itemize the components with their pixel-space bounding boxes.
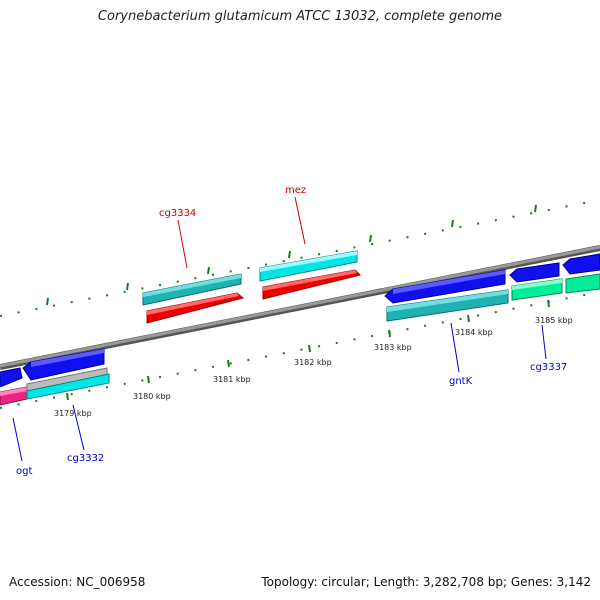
tick-label-3185: 3185 kbp [535,316,573,325]
feature-cg3337-cds[interactable] [511,278,563,301]
tick-label-3181: 3181 kbp [213,375,251,384]
gene-labels: cg3334 mez ogt cg3332 gntK cg3337 [16,185,567,477]
tick-mark [46,297,49,306]
feature-mez-gene[interactable] [262,269,361,300]
feature-ogt-cds[interactable] [0,386,28,406]
leader-cg3337 [541,324,547,360]
tick-label-3182: 3182 kbp [294,358,332,367]
tick-mark [308,344,311,353]
tick-label-3183: 3183 kbp [374,343,412,352]
upper-dash-track [0,199,600,317]
label-leaders-forward [177,196,306,269]
feature-cg3332-cds[interactable] [26,373,110,400]
tick-label-3180: 3180 kbp [133,392,171,401]
feature-cg3332-gene[interactable] [22,348,105,381]
feature-gntK-cds[interactable] [386,289,509,322]
feature-cg3334-gene[interactable] [146,292,245,324]
map-title: Corynebacterium glutamicum ATCC 13032, c… [97,9,503,24]
gene-label-gntK: gntK [449,376,473,387]
gene-label-cg3334: cg3334 [159,208,196,219]
genome-backbone [0,245,600,370]
leader-mez [294,196,306,245]
tick-mark [467,314,470,323]
accession-text: Accession: NC_006958 [9,575,146,589]
tick-mark [369,234,372,243]
feature-mez-cds[interactable] [259,250,358,282]
feature-gntK-gene[interactable] [384,269,506,304]
tick-mark [547,299,550,308]
tick-mark [288,250,291,259]
feature-cg3337-gene[interactable] [509,262,560,283]
feature-cg3334-cds[interactable] [142,273,242,306]
gene-label-mez: mez [285,185,306,196]
feature-next-gene[interactable] [562,253,600,275]
leader-gntK [450,322,460,373]
leader-cg3332 [72,404,85,451]
gene-label-ogt: ogt [16,466,32,477]
tick-mark [207,266,210,275]
feature-ogt-gene[interactable] [0,367,23,388]
upper-major-ticks [46,204,537,306]
tick-mark [126,282,129,291]
tick-mark [147,375,150,384]
gene-label-cg3337: cg3337 [530,362,567,373]
tick-mark [388,329,391,338]
tick-mark [66,392,69,401]
tick-label-3184: 3184 kbp [455,328,493,337]
gene-label-cg3332: cg3332 [67,453,104,464]
feature-next-cds[interactable] [565,273,600,294]
leader-cg3334 [177,219,188,269]
tick-labels: 3179 kbp 3180 kbp 3181 kbp 3182 kbp 3183… [54,316,573,418]
tick-mark [451,219,454,228]
tick-label-3179: 3179 kbp [54,409,92,418]
tick-mark [227,359,230,368]
label-leaders-reverse [12,322,547,462]
tick-mark [534,204,537,213]
genome-summary-text: Topology: circular; Length: 3,282,708 bp… [261,575,591,589]
leader-ogt [12,417,23,462]
major-ticks [66,299,550,401]
